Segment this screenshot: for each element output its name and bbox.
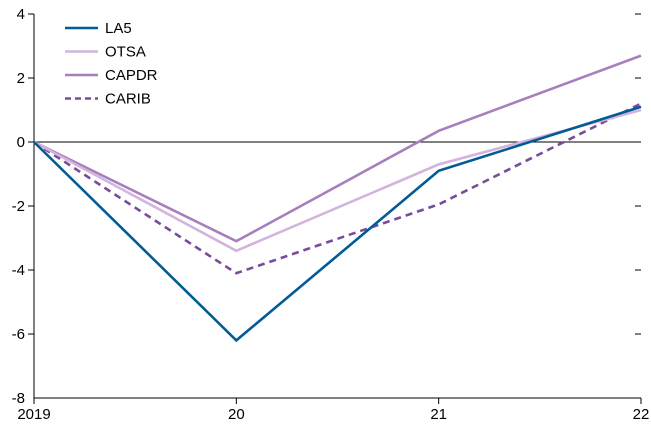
y-tick-label: 2 [17,70,25,87]
legend-label-capdr: CAPDR [105,67,158,84]
x-tick-label: 2019 [17,406,50,423]
x-tick-label: 20 [228,406,245,423]
y-tick-label: 0 [17,134,25,151]
series-line-la5 [33,105,642,343]
series-layer [33,54,642,343]
series-line-capdr [33,54,642,243]
x-tick-label: 22 [633,406,650,423]
x-tick-label: 21 [430,406,447,423]
y-tick-label: -4 [12,262,25,279]
y-tick-label: -6 [12,326,25,343]
series-line-otsa [33,108,642,253]
legend-label-la5: LA5 [105,20,132,37]
legend: LA5 OTSA CAPDR CARIB [65,20,158,108]
legend-label-otsa: OTSA [105,44,146,61]
legend-label-carib: CARIB [105,91,151,108]
y-tick-label: -8 [12,390,25,407]
y-tick-label: -2 [12,198,25,215]
series-line-carib [33,102,642,275]
y-tick-label: 4 [17,6,25,23]
